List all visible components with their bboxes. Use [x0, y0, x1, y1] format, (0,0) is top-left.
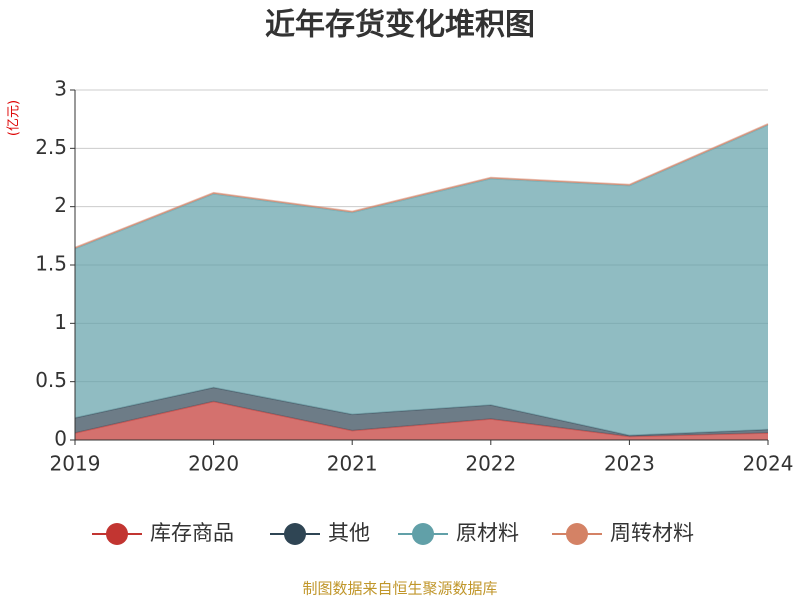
y-axis-label: (亿元) [7, 100, 22, 136]
footer: 制图数据来自恒生聚源数据库 [302, 580, 497, 598]
y-tick-label: 0 [54, 427, 67, 451]
area [75, 125, 768, 436]
y-tick-label: 2.5 [35, 135, 67, 159]
legend-label: 周转材料 [610, 521, 694, 545]
legend-label: 库存商品 [150, 521, 234, 545]
y-tick-label: 2 [54, 193, 67, 217]
legend-label: 原材料 [456, 521, 519, 545]
legend-marker [284, 523, 306, 545]
x-tick-label: 2020 [188, 452, 239, 476]
area [75, 401, 768, 440]
y-tick-label: 0.5 [35, 368, 67, 392]
area [75, 387, 768, 437]
x-tick-label: 2019 [50, 452, 101, 476]
legend-marker [412, 523, 434, 545]
x-tick-label: 2024 [743, 452, 794, 476]
x-tick-label: 2021 [327, 452, 378, 476]
y-tick-label: 1 [54, 310, 67, 334]
y-tick-label: 3 [54, 77, 67, 101]
legend-label: 其他 [328, 521, 370, 545]
area-line [74, 123, 769, 249]
legend-marker [106, 523, 128, 545]
chart-title: 近年存货变化堆积图 [265, 8, 535, 43]
legend-marker [566, 523, 588, 545]
x-tick-label: 2022 [465, 452, 516, 476]
y-tick-label: 1.5 [35, 252, 67, 276]
x-tick-label: 2023 [604, 452, 655, 476]
